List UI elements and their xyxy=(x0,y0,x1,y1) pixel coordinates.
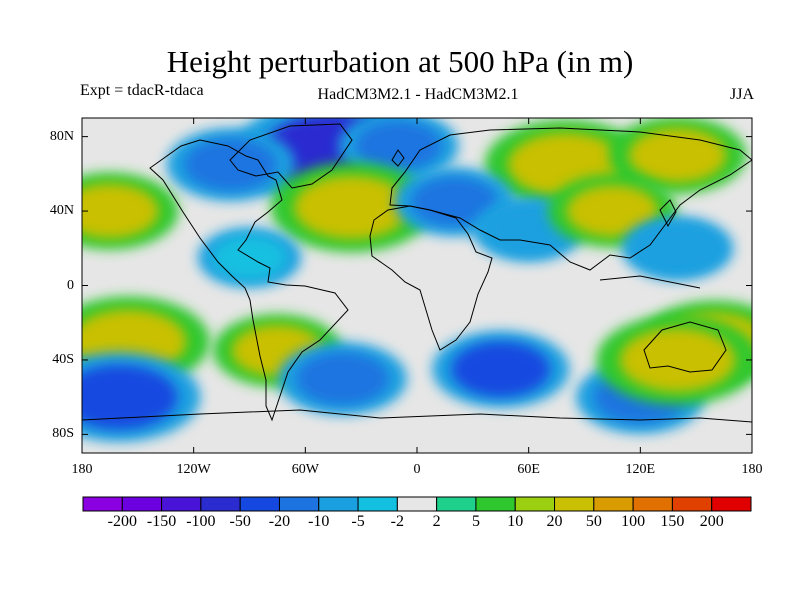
field-blob-core xyxy=(451,341,550,397)
colorbar-label: 200 xyxy=(699,513,724,530)
lat-tick-label: 40S xyxy=(52,351,74,367)
axis-ticks xyxy=(81,118,753,453)
colorbar-swatch xyxy=(200,496,241,512)
colorbar-label: -10 xyxy=(308,513,330,530)
field-blob-core xyxy=(184,138,277,191)
colorbar-swatch xyxy=(239,496,280,512)
colorbar-label: -2 xyxy=(390,513,404,530)
colorbar-swatch xyxy=(318,496,359,512)
colorbar-swatch xyxy=(475,496,516,512)
height-field xyxy=(82,118,752,453)
models-label: HadCM3M2.1 - HadCM3M2.1 xyxy=(317,86,519,103)
map-title: Height perturbation at 500 hPa (in m) xyxy=(166,44,634,79)
lon-tick-label: 0 xyxy=(413,462,421,477)
coastlines xyxy=(82,123,752,423)
field-blob-core xyxy=(637,225,718,272)
colorbar-swatch xyxy=(396,496,438,512)
colorbar-label: -200 xyxy=(107,513,137,530)
colorbar-label: 20 xyxy=(546,513,563,530)
lon-tick-label: 60W xyxy=(291,462,319,477)
field-blob-core xyxy=(296,352,389,405)
lon-tick-label: 180 xyxy=(71,462,93,477)
lon-tick-label: 120E xyxy=(625,462,656,477)
lat-tick-label: 80S xyxy=(52,426,74,442)
colorbar-swatch xyxy=(161,496,202,512)
lon-tick-label: 60E xyxy=(517,462,540,477)
colorbar-swatch xyxy=(554,496,595,512)
colorbar-label: -100 xyxy=(186,513,216,530)
colorbar-label: 2 xyxy=(432,513,441,530)
field-blob-core xyxy=(488,206,569,253)
lon-tick-label: 180 xyxy=(741,462,763,477)
field-blob-core xyxy=(628,127,727,183)
colorbar-label: 50 xyxy=(585,513,602,530)
colorbar-label: -50 xyxy=(229,513,251,530)
colorbar-swatch xyxy=(436,496,477,512)
colorbar-label: -20 xyxy=(268,513,291,530)
field-blob-core xyxy=(212,236,287,280)
colorbar-label: -150 xyxy=(146,513,177,530)
field-blob-core xyxy=(619,327,736,392)
colorbar-label: 150 xyxy=(660,513,685,530)
colorbar-label: 5 xyxy=(471,513,480,530)
colorbar xyxy=(82,496,752,512)
field-blob-core xyxy=(293,175,410,240)
colorbar-swatch xyxy=(357,496,398,512)
colorbar-swatch xyxy=(593,496,634,512)
colorbar-label: -5 xyxy=(351,513,365,530)
field-blob-core xyxy=(566,185,659,238)
field-blob-core xyxy=(82,183,159,239)
colorbar-swatch xyxy=(82,496,123,512)
lat-tick-label: 80N xyxy=(49,128,74,144)
field-blob-core xyxy=(355,121,442,171)
colorbar-label: 100 xyxy=(621,513,646,530)
season-label: JJA xyxy=(729,86,754,103)
colorbar-swatch xyxy=(671,496,713,512)
field-blob-core xyxy=(82,365,178,430)
lat-tick-label: 0 xyxy=(67,277,74,293)
colorbar-swatch xyxy=(121,496,163,512)
experiment-label: Expt = tdacR-tdaca xyxy=(80,82,204,99)
colorbar-swatch xyxy=(632,496,673,512)
colorbar-swatch xyxy=(278,496,320,512)
field-blob-core xyxy=(411,177,498,227)
colorbar-label: 10 xyxy=(507,513,524,530)
lat-tick-label: 40N xyxy=(49,203,74,219)
colorbar-swatch xyxy=(711,496,752,512)
colorbar-swatch xyxy=(514,496,556,512)
lon-tick-label: 120W xyxy=(176,462,211,477)
